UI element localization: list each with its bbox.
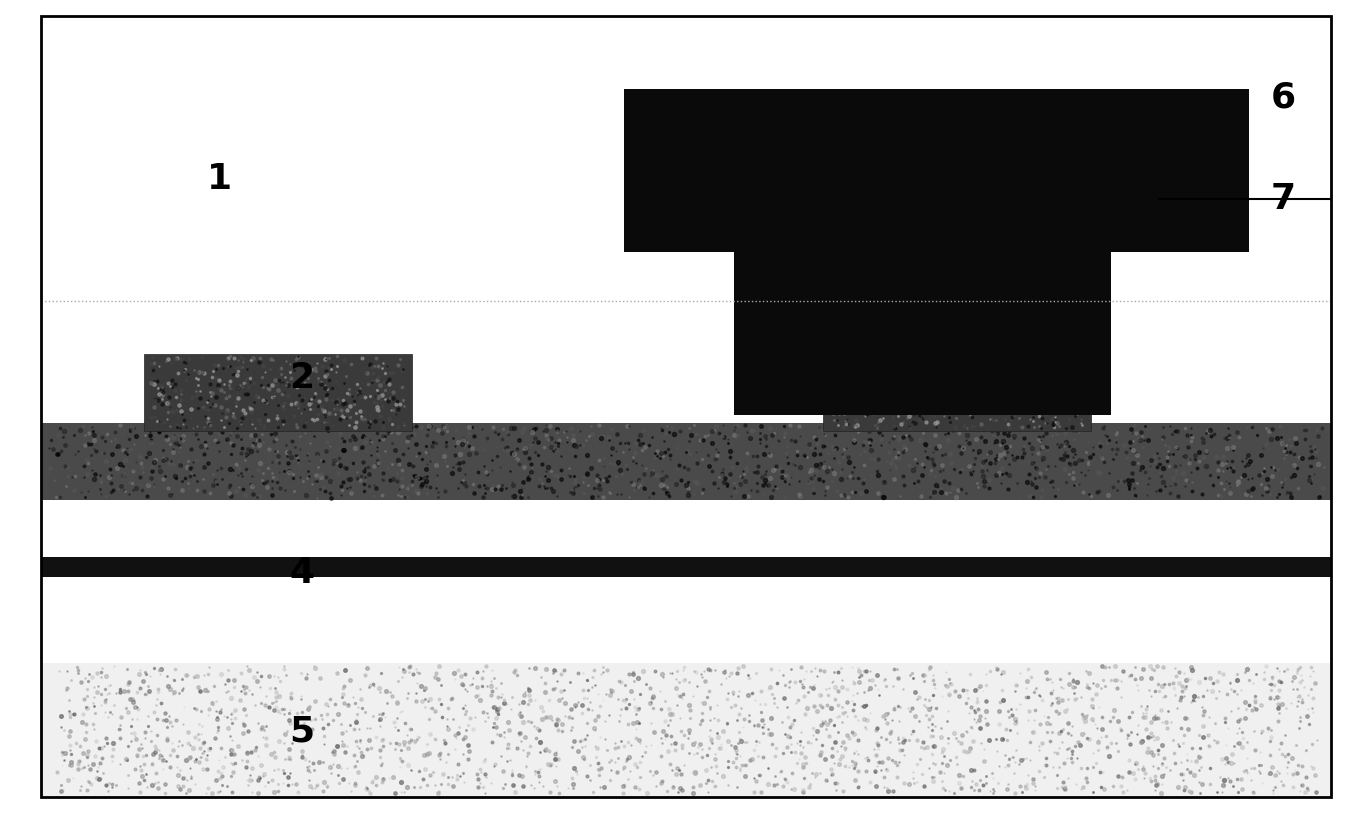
Text: 6: 6: [1270, 80, 1295, 115]
Bar: [41, 663, 1331, 797]
Text: 5: 5: [289, 715, 314, 749]
Text: 2: 2: [289, 361, 314, 395]
Bar: [823, 354, 1091, 431]
Text: 1: 1: [207, 162, 232, 196]
Bar: [734, 236, 1111, 415]
Bar: [144, 354, 412, 431]
Bar: [624, 89, 1249, 252]
Bar: [41, 577, 1331, 663]
Text: 7: 7: [1270, 182, 1295, 216]
Text: 4: 4: [289, 556, 314, 590]
Bar: [41, 557, 1331, 577]
Bar: [41, 423, 1331, 500]
